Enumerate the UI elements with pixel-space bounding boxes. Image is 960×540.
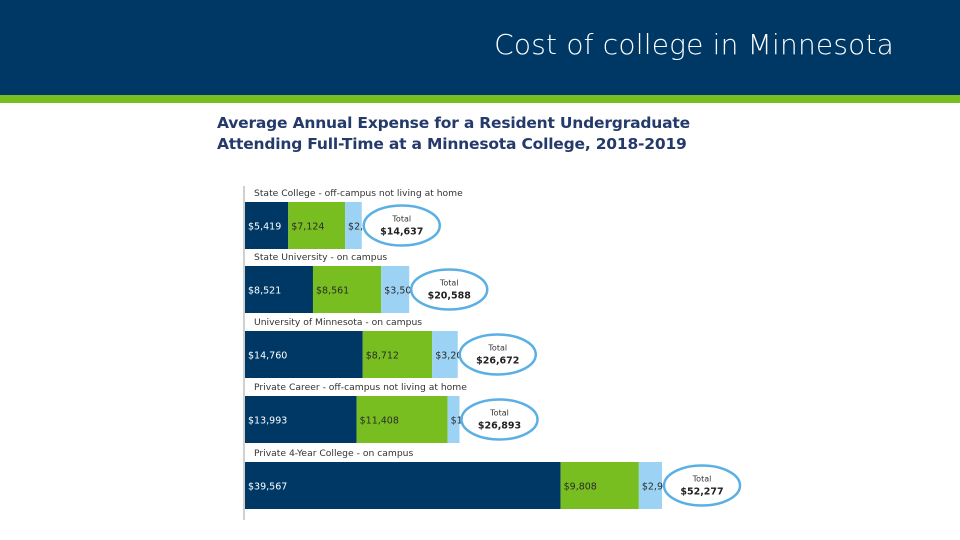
bar-label-3-segment-3: $3,200 — [435, 351, 468, 362]
bar-4-segment-1 — [245, 396, 357, 443]
slide-title: Cost of college in Minnesota — [494, 28, 894, 61]
total-bubble-2 — [409, 268, 489, 311]
bar-3-segment-2 — [362, 331, 433, 378]
category-label-4: Private Career - off-campus not living a… — [254, 382, 467, 393]
bar-2-segment-3 — [381, 266, 410, 313]
bar-3-segment-3 — [432, 331, 458, 378]
total-bubble-3 — [458, 333, 538, 376]
total-bubble-1 — [362, 204, 442, 247]
bar-label-4-segment-1: $13,993 — [248, 416, 287, 427]
bar-4-segment-2 — [356, 396, 448, 443]
bar-label-4-segment-2: $11,408 — [360, 416, 399, 427]
bar-2-segment-2 — [312, 266, 382, 313]
bar-5-segment-2 — [560, 462, 639, 509]
category-label-1: State College - off-campus not living at… — [254, 188, 463, 199]
bar-1-segment-2 — [288, 202, 346, 249]
total-caption-1: Total — [391, 215, 411, 224]
bar-label-1-segment-1: $5,419 — [248, 222, 281, 233]
bar-5-segment-3 — [638, 462, 662, 509]
bar-label-5-segment-2: $9,808 — [564, 482, 597, 493]
category-label-5: Private 4-Year College - on campus — [254, 448, 413, 459]
bar-4-segment-3 — [447, 396, 460, 443]
bar-label-5-segment-3: $2,902 — [642, 482, 675, 493]
total-bubble-4 — [460, 398, 539, 441]
bar-label-2-segment-1: $8,521 — [248, 286, 281, 297]
accent-bar — [0, 95, 960, 103]
bar-label-5-segment-1: $39,567 — [248, 482, 287, 493]
bar-3-segment-1 — [245, 331, 363, 378]
total-value-3: $26,672 — [476, 356, 519, 367]
bar-label-3-segment-2: $8,712 — [366, 351, 399, 362]
category-label-2: State University - on campus — [254, 252, 387, 263]
bar-label-1-segment-2: $7,124 — [291, 222, 324, 233]
total-bubble-5 — [662, 464, 742, 507]
total-caption-2: Total — [439, 279, 459, 288]
total-value-4: $26,893 — [478, 421, 521, 432]
bar-1-segment-1 — [245, 202, 289, 249]
total-caption-5: Total — [692, 475, 712, 484]
slide-header — [0, 0, 960, 95]
total-value-5: $52,277 — [680, 487, 723, 498]
bar-label-2-segment-3: $3,506 — [384, 286, 417, 297]
bar-5-segment-1 — [245, 462, 561, 509]
category-label-3: University of Minnesota - on campus — [254, 317, 422, 328]
total-value-2: $20,588 — [428, 291, 472, 302]
total-caption-4: Total — [489, 409, 509, 418]
bar-label-3-segment-1: $14,760 — [248, 351, 287, 362]
bar-1-segment-3 — [345, 202, 362, 249]
chart-title: Average Annual Expense for a Resident Un… — [217, 114, 690, 153]
bar-2-segment-1 — [245, 266, 313, 313]
total-caption-3: Total — [487, 344, 507, 353]
bar-label-2-segment-2: $8,561 — [316, 286, 349, 297]
total-value-1: $14,637 — [380, 227, 423, 238]
